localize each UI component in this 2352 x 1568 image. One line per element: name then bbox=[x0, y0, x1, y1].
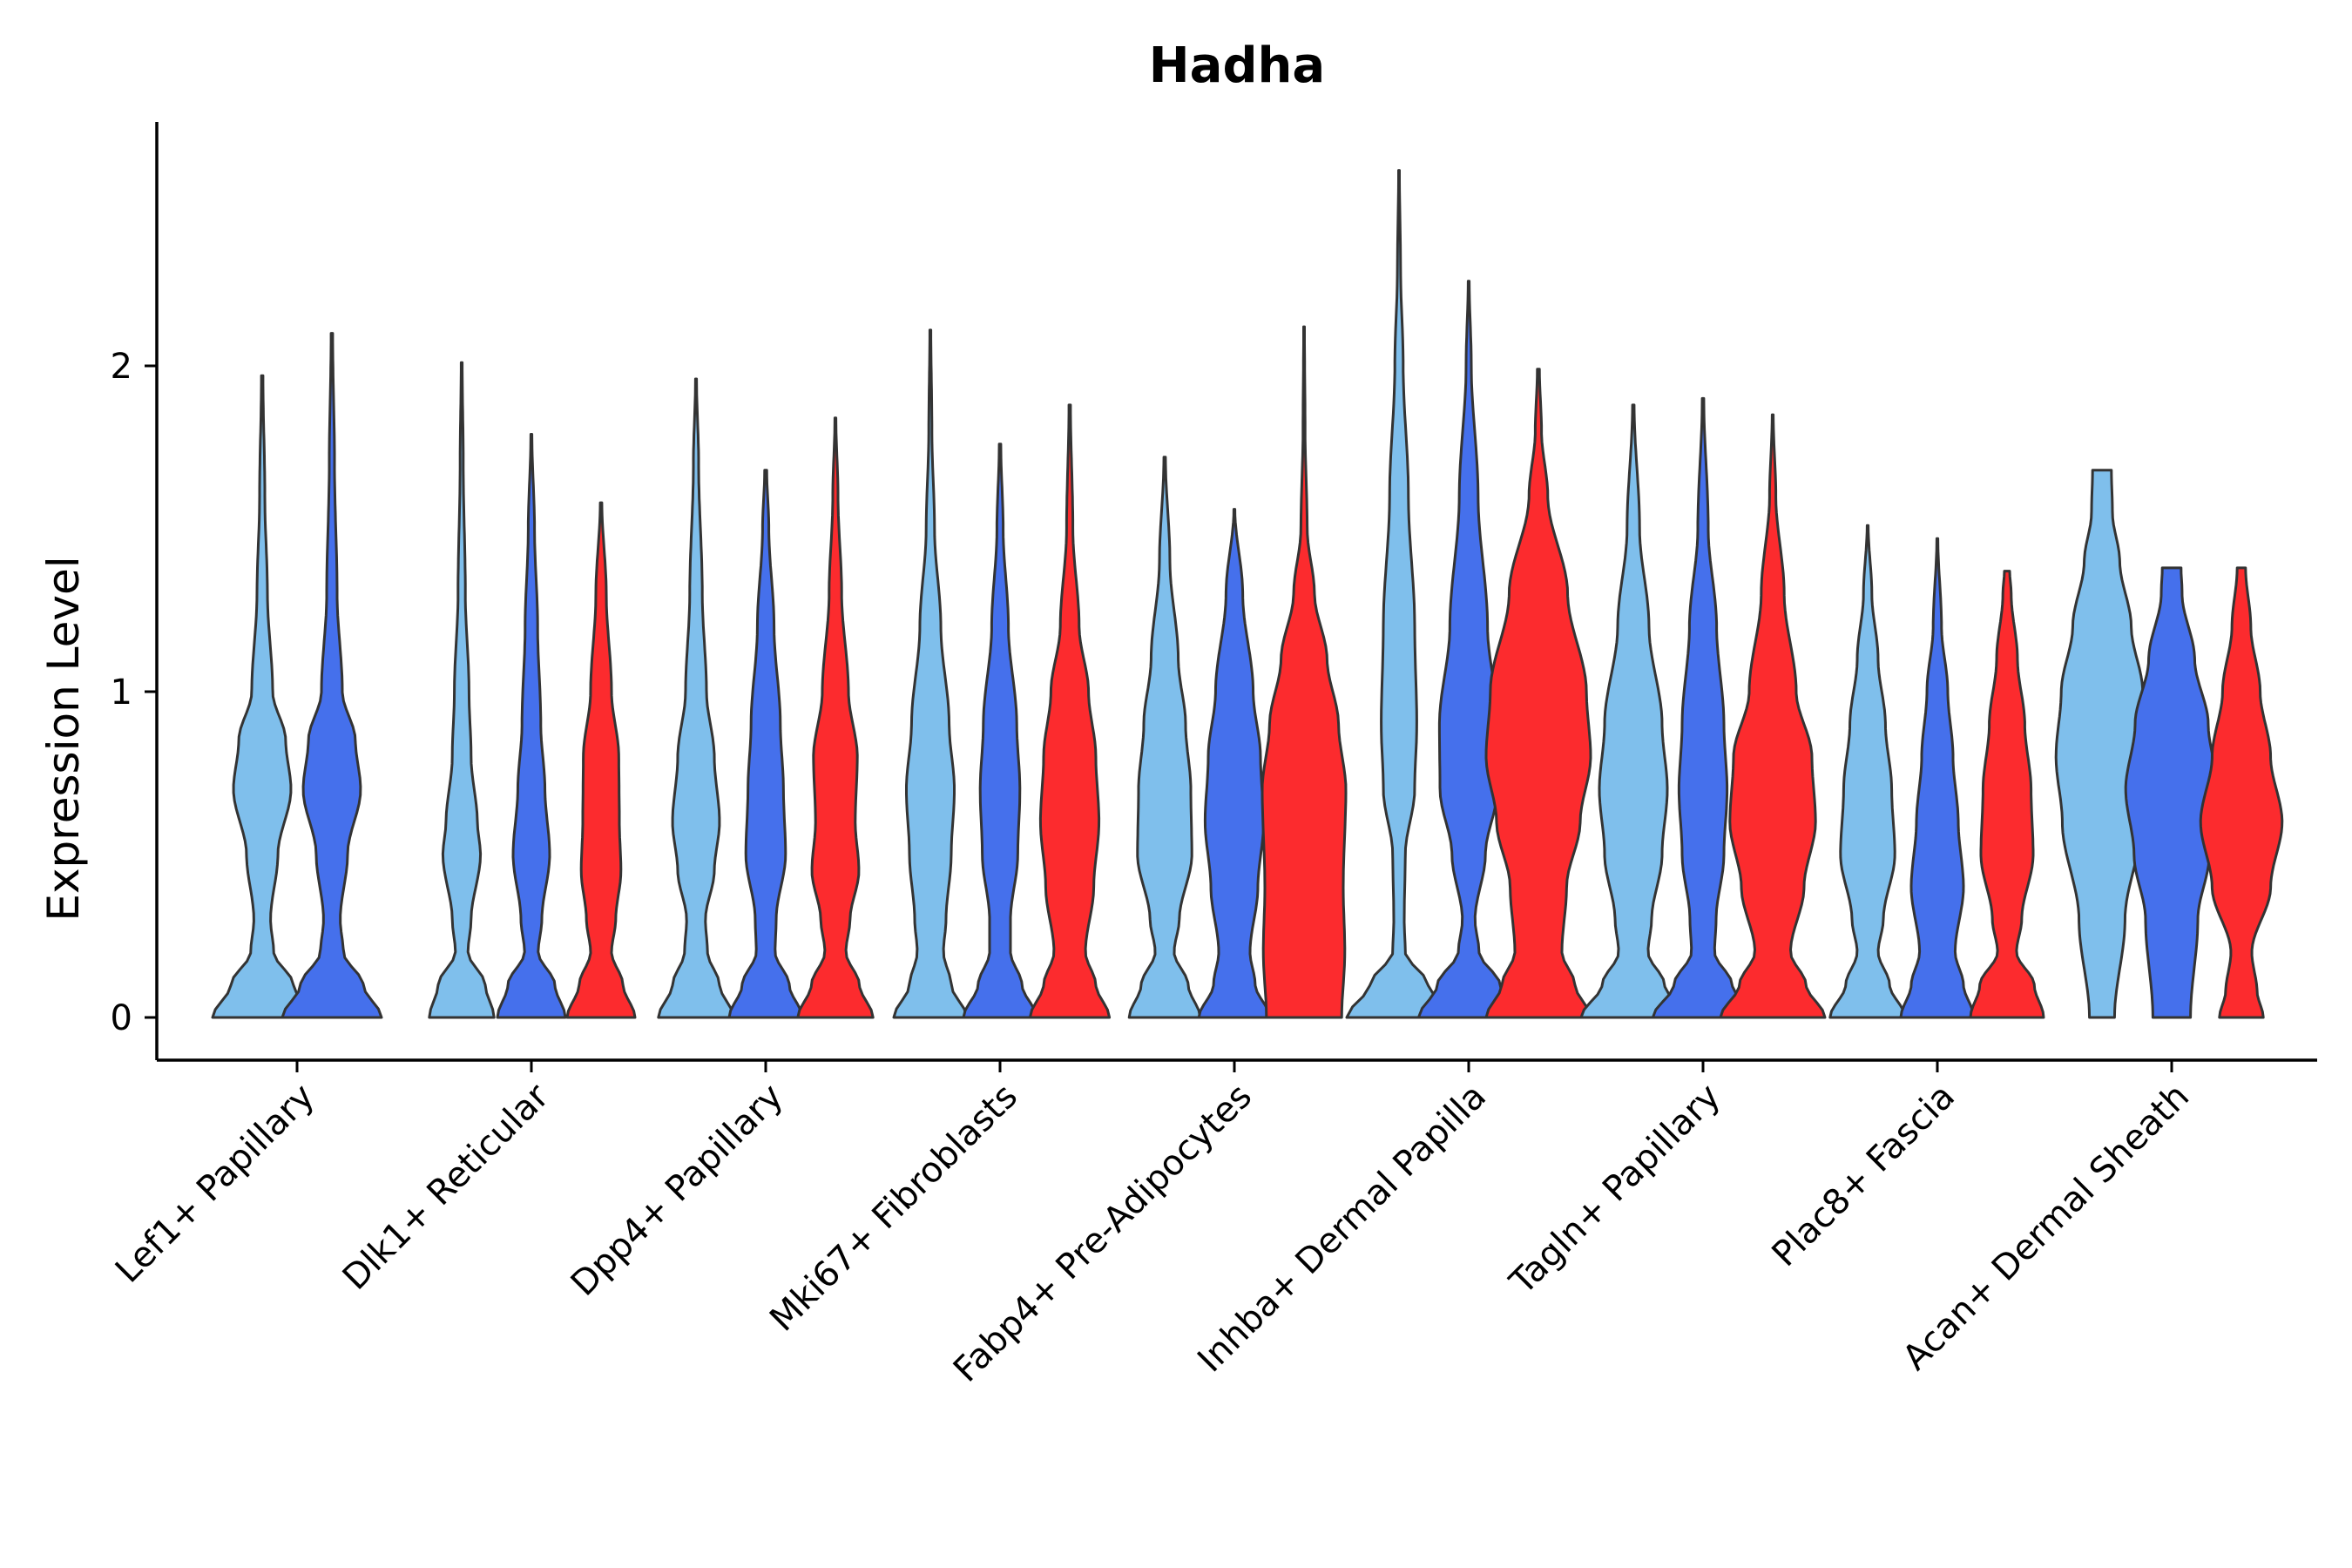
violin-7-2 bbox=[1651, 396, 1755, 1019]
x-tick-label: Dlk1+ Reticular bbox=[335, 1076, 558, 1298]
violin-9-2 bbox=[2124, 566, 2220, 1019]
chart-title: Hadha bbox=[1149, 37, 1325, 94]
violin-3-1 bbox=[657, 377, 735, 1019]
y-tick-label: 1 bbox=[111, 672, 132, 713]
violin-4-3 bbox=[1028, 403, 1112, 1019]
y-tick-label: 2 bbox=[111, 347, 132, 387]
y-axis: 0 1 2 bbox=[111, 122, 159, 1060]
x-tick-label: Mki67+ Fibroblasts bbox=[762, 1077, 1025, 1340]
violin-7-3 bbox=[1719, 413, 1827, 1019]
y-tick-label: 0 bbox=[111, 998, 132, 1038]
violin-5-2 bbox=[1197, 508, 1272, 1019]
violin-8-3 bbox=[1969, 570, 2045, 1019]
violin-2-2 bbox=[496, 433, 567, 1019]
x-axis: Lef1+ Papillary Dlk1+ Reticular Dpp4+ Papi… bbox=[108, 1058, 2317, 1390]
y-axis-label: Expression Level bbox=[38, 556, 89, 921]
violin-2-3 bbox=[565, 501, 637, 1019]
violin-5-3 bbox=[1260, 325, 1348, 1019]
x-tick-label: Lef1+ Papillary bbox=[108, 1077, 322, 1291]
violin-6-3 bbox=[1484, 368, 1592, 1019]
x-tick-label: Tagln+ Papillary bbox=[1502, 1077, 1728, 1303]
violin-2-1 bbox=[428, 361, 496, 1019]
violin-1-2 bbox=[280, 332, 383, 1019]
violin-7-1 bbox=[1579, 403, 1687, 1019]
violin-1-1 bbox=[211, 374, 314, 1019]
violin-8-1 bbox=[1828, 524, 1907, 1019]
violin-6-1 bbox=[1345, 169, 1453, 1019]
x-tick-label: Plac8+ Fascia bbox=[1765, 1077, 1963, 1275]
violin-9-3 bbox=[2199, 566, 2284, 1019]
violin-layer bbox=[211, 169, 2284, 1019]
violin-8-2 bbox=[1899, 537, 1976, 1019]
x-tick-label: Dpp4+ Papillary bbox=[564, 1077, 791, 1304]
violin-5-1 bbox=[1127, 456, 1202, 1019]
violin-3-3 bbox=[796, 416, 875, 1019]
violin-4-1 bbox=[892, 328, 969, 1019]
violin-3-2 bbox=[727, 469, 804, 1019]
violin-4-2 bbox=[962, 443, 1038, 1019]
